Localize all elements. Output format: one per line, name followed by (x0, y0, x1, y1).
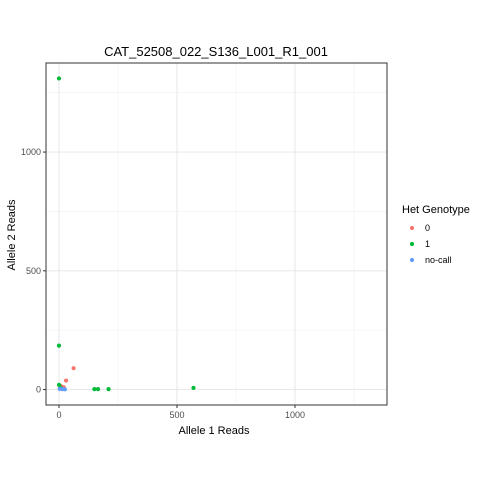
data-point-genotype-1 (106, 386, 111, 392)
x-tick-label: 500 (169, 410, 184, 420)
legend-key (409, 257, 415, 263)
plot-panel (46, 63, 387, 405)
plot-border (45, 62, 388, 406)
grid-lines (46, 63, 387, 405)
legend-label: 1 (425, 239, 430, 249)
legend-label: no-call (425, 255, 452, 265)
x-tick-label: 0 (56, 410, 61, 420)
y-axis-title: Allele 2 Reads (6, 199, 18, 270)
y-tick-label: 0 (36, 385, 41, 395)
chart-title: CAT_52508_022_S136_L001_R1_001 (104, 44, 328, 59)
legend: Het Genotype 0 1 no-call (402, 204, 470, 265)
data-point-genotype-0 (63, 378, 69, 383)
data-point-genotype-1 (56, 343, 62, 348)
legend-key (409, 241, 415, 247)
data-point-genotype-1 (191, 385, 196, 390)
legend-key (409, 225, 415, 231)
x-tick-label: 1000 (285, 410, 305, 420)
legend-title: Het Genotype (402, 204, 470, 216)
y-tick-label: 500 (26, 266, 41, 276)
data-point-genotype-0 (71, 366, 76, 371)
data-point-genotype-1 (95, 386, 101, 392)
axis-ticks: 0 500 1000 0 500 1000 (21, 147, 305, 420)
data-points (56, 76, 196, 392)
legend-label: 0 (425, 223, 430, 233)
data-point-genotype-1 (92, 386, 97, 392)
y-tick-label: 1000 (21, 147, 41, 157)
data-point-genotype-1 (56, 76, 62, 81)
data-point-genotype-no-call (62, 387, 67, 392)
x-axis-title: Allele 1 Reads (179, 425, 250, 437)
